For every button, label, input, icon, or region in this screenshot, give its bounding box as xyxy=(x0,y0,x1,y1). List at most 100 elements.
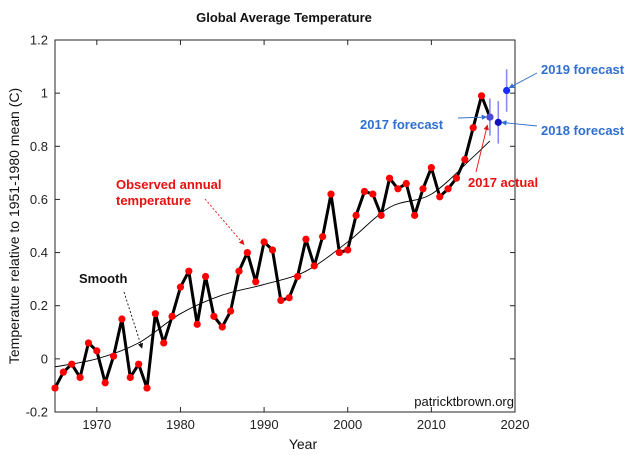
y-tick-label: 0.8 xyxy=(30,139,48,154)
observed-point xyxy=(360,187,369,196)
observed-point xyxy=(352,211,360,219)
forecast-point xyxy=(486,113,494,121)
observed-point xyxy=(252,278,260,286)
observed-point xyxy=(101,379,109,387)
annotation-2018-forecast-label: 2018 forecast xyxy=(541,123,625,138)
observed-point xyxy=(419,185,427,193)
x-tick-label: 1990 xyxy=(250,417,279,432)
observed-point xyxy=(277,296,285,304)
y-axis-label: Temperature relative to 1951-1980 mean (… xyxy=(6,88,22,364)
observed-point xyxy=(469,124,477,132)
annotation-2017-actual-line: 2017 actual xyxy=(468,175,538,190)
y-tick-label: 0.2 xyxy=(30,298,48,313)
annotation-observed-annual-temperature-line: Observed annual xyxy=(116,177,221,192)
y-tick-label: -0.2 xyxy=(26,405,48,420)
observed-point xyxy=(285,294,293,302)
observed-point xyxy=(385,174,394,182)
chart-title: Global Average Temperature xyxy=(196,10,372,25)
annotation-2017-actual-arrow xyxy=(475,124,489,173)
smooth-line xyxy=(54,140,491,368)
annotation-2017-forecast-line: 2017 forecast xyxy=(360,117,444,132)
observed-point xyxy=(369,190,377,198)
observed-point xyxy=(210,312,218,320)
observed-point xyxy=(402,179,410,188)
observed-point xyxy=(151,310,159,318)
annotation-2017-forecast-label: 2017 forecast xyxy=(360,117,444,132)
observed-point xyxy=(394,185,402,193)
annotation-observed-annual-temperature-line: temperature xyxy=(116,193,191,208)
annotation-2018-forecast-line: 2018 forecast xyxy=(541,123,625,138)
watermark: patricktbrown.org xyxy=(414,394,514,409)
observed-point xyxy=(84,339,93,347)
observed-point xyxy=(260,238,268,246)
forecast-point xyxy=(503,86,511,95)
observed-point xyxy=(344,246,352,254)
observed-point xyxy=(218,323,226,331)
x-tick-label: 1970 xyxy=(82,417,111,432)
observed-point xyxy=(461,155,469,164)
x-axis-label: Year xyxy=(289,436,318,452)
observed-point xyxy=(160,339,168,347)
observed-point xyxy=(185,267,193,275)
observed-point xyxy=(59,368,67,376)
x-tick-label: 2000 xyxy=(333,417,362,432)
observed-point xyxy=(109,352,118,360)
observed-series xyxy=(51,92,494,392)
observed-point xyxy=(452,174,461,182)
observed-point xyxy=(335,248,343,257)
annotation-2018-forecast-arrow xyxy=(501,120,538,127)
annotation-2019-forecast-arrow xyxy=(508,72,538,89)
observed-point xyxy=(68,360,76,368)
observed-point xyxy=(135,360,143,368)
observed-point xyxy=(51,384,59,392)
observed-point xyxy=(143,384,151,392)
observed-point xyxy=(310,262,318,270)
observed-point xyxy=(319,233,327,241)
observed-point xyxy=(176,283,185,291)
annotation-observed-annual-temperature-arrow xyxy=(204,198,245,246)
observed-point xyxy=(243,248,251,257)
y-tick-label: 0.4 xyxy=(30,245,48,260)
annotation-smooth-arrow xyxy=(123,291,144,349)
observed-point xyxy=(201,272,210,281)
observed-point xyxy=(93,347,101,355)
y-axis: -0.2 0 0.2 0.4 0.6 0.8 1 1.2 xyxy=(26,33,515,420)
observed-point xyxy=(235,267,243,275)
observed-point xyxy=(268,246,277,254)
x-axis: 1970 1980 1990 2000 2010 2020 xyxy=(82,40,529,432)
observed-point xyxy=(76,373,84,382)
observed-point xyxy=(302,235,310,243)
annotations: Observed annual temperature Smooth 2017 act… xyxy=(79,62,625,349)
observed-point xyxy=(477,92,486,100)
observed-point xyxy=(168,312,176,320)
annotation-2019-forecast-line: 2019 forecast xyxy=(541,62,625,77)
x-tick-label: 1980 xyxy=(166,417,195,432)
x-tick-label: 2010 xyxy=(417,417,446,432)
y-tick-label: 1 xyxy=(41,86,48,101)
observed-point xyxy=(436,193,444,201)
annotation-2017-forecast-arrow xyxy=(457,114,488,120)
plot-border xyxy=(54,39,516,413)
observed-point xyxy=(193,320,201,328)
forecast-series xyxy=(486,69,511,144)
observed-point xyxy=(411,211,419,219)
smooth-series xyxy=(54,140,491,368)
observed-point xyxy=(377,211,385,219)
y-tick-label: 0 xyxy=(41,351,48,366)
forecast-point xyxy=(494,118,502,126)
observed-point xyxy=(444,185,452,193)
observed-line xyxy=(53,94,492,390)
observed-point xyxy=(118,315,126,323)
observed-point xyxy=(227,307,235,315)
y-tick-label: 0.6 xyxy=(30,192,48,207)
observed-point xyxy=(427,163,435,172)
observed-point xyxy=(327,190,335,198)
annotation-smooth-label: Smooth xyxy=(79,271,127,286)
x-tick-label: 2020 xyxy=(501,417,530,432)
observed-point xyxy=(126,373,134,382)
annotation-observed-annual-temperature-label: Observed annual temperature xyxy=(116,177,221,208)
annotation-2017-actual-label: 2017 actual xyxy=(468,175,538,190)
plot-frame xyxy=(54,39,516,413)
observed-point xyxy=(293,272,302,281)
